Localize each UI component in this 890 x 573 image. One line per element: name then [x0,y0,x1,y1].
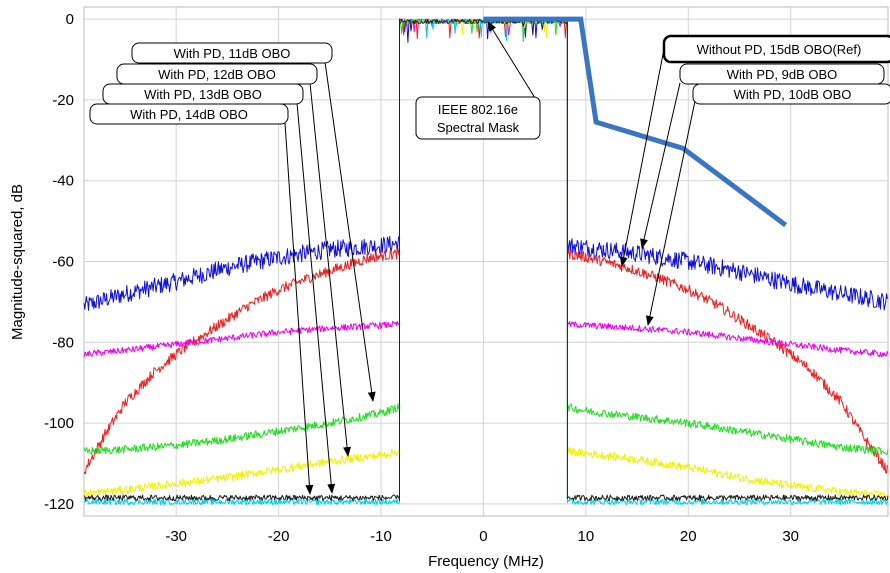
callout-box [89,103,289,125]
x-tick-label: -10 [370,528,392,545]
spectral-mask [483,16,788,228]
y-tick-labels: 0 -20 -40 -60 -80 -100 -120 [44,11,74,513]
callout-arrow [309,82,352,457]
y-tick-label: 0 [66,11,74,28]
callout-arrow [645,100,696,326]
callout-label: With PD, 10dB OBO [734,87,852,102]
y-tick-label: -120 [44,496,74,513]
callout-label: With PD, 11dB OBO [174,46,291,61]
annotations: With PD, 11dB OBO With PD, 12dB OBO With P… [89,21,890,495]
y-tick-label: -60 [52,254,74,271]
mask-label-box [415,96,541,140]
callout-label: With PD, 14dB OBO [130,107,248,122]
x-tick-label: 10 [578,528,595,545]
callout-label: With PD, 9dB OBO [727,67,838,82]
mask-label-line: Spectral Mask [437,120,520,135]
y-tick-label: -80 [52,334,74,351]
callout-box [131,42,333,64]
callout-arrow [296,102,336,494]
series-cyan-line [83,18,889,506]
callout-label: Without PD, 15dB OBO(Ref) [697,42,862,57]
y-tick-label: -20 [52,92,74,109]
x-axis-title: Frequency (MHz) [428,553,544,570]
callout-arrow [284,122,314,495]
x-tick-label: -30 [165,528,187,545]
x-tick-label: 0 [479,528,487,545]
callout-arrow [324,61,376,402]
callout-arrow [619,48,665,267]
y-axis-title: Magnitude-squared, dB [9,184,26,340]
callout-box [662,34,890,64]
callout-arrow [487,21,536,99]
spectral-mask-line [483,16,788,228]
callout-box [692,83,890,105]
callout-arrow [640,82,681,249]
x-tick-labels: -30 -20 -10 0 10 20 30 [165,528,799,545]
x-tick-label: -20 [268,528,290,545]
x-tick-label: 20 [680,528,697,545]
callout-label: With PD, 12dB OBO [158,67,276,82]
mask-label-line: IEEE 802.16e [438,102,518,117]
x-tick-label: 30 [782,528,799,545]
y-tick-label: -40 [52,173,74,190]
callout-label: With PD, 13dB OBO [144,87,262,102]
y-tick-label: -100 [44,415,74,432]
